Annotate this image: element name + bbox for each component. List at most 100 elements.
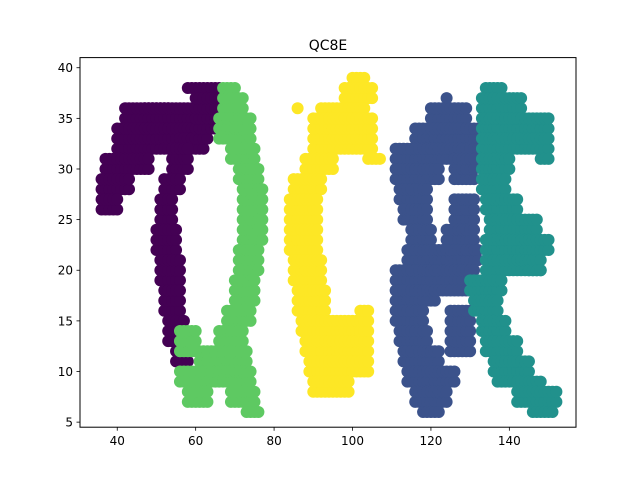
- data-point: [181, 142, 194, 155]
- data-point: [495, 81, 508, 94]
- data-point: [542, 122, 555, 135]
- data-point: [173, 264, 186, 277]
- data-point: [362, 325, 375, 337]
- data-point: [460, 112, 473, 125]
- data-point: [421, 213, 433, 226]
- data-point: [499, 173, 512, 186]
- data-point: [546, 406, 559, 419]
- y-tick-label: 10: [58, 365, 73, 379]
- data-point: [201, 132, 214, 145]
- data-point: [522, 365, 535, 378]
- data-point: [448, 375, 461, 388]
- data-point: [440, 395, 453, 408]
- data-point: [468, 223, 481, 236]
- data-point: [256, 223, 269, 236]
- data-point: [201, 385, 214, 398]
- data-point: [468, 213, 481, 226]
- data-point: [358, 71, 371, 84]
- data-point: [428, 294, 441, 307]
- data-point: [142, 162, 155, 175]
- data-point: [315, 254, 328, 267]
- data-point: [373, 152, 386, 165]
- data-point: [311, 243, 324, 256]
- y-tick-label: 15: [58, 314, 73, 328]
- data-point: [311, 233, 324, 246]
- data-point: [166, 193, 179, 206]
- series-4: [464, 81, 563, 419]
- data-point: [499, 325, 512, 337]
- data-point: [166, 213, 179, 226]
- data-point: [244, 314, 257, 327]
- data-point: [464, 314, 477, 327]
- x-axis: 40 60 80 100 120 140: [110, 427, 521, 448]
- data-point: [173, 294, 186, 307]
- data-point: [326, 152, 339, 165]
- data-point: [189, 335, 202, 348]
- data-point: [244, 122, 257, 135]
- data-point: [417, 314, 430, 327]
- data-point: [311, 213, 324, 226]
- data-point: [440, 385, 453, 398]
- data-point: [236, 102, 249, 115]
- data-point: [421, 325, 433, 337]
- data-point: [142, 152, 155, 165]
- data-point: [252, 173, 265, 186]
- data-point: [189, 345, 202, 358]
- data-point: [326, 162, 339, 175]
- data-point: [366, 142, 379, 155]
- data-point: [173, 173, 186, 186]
- data-point: [170, 243, 183, 256]
- axes-frame: [79, 57, 577, 428]
- data-point: [366, 122, 379, 135]
- x-tick-label: 100: [341, 434, 364, 448]
- data-point: [499, 183, 512, 196]
- x-tick-label: 80: [266, 434, 281, 448]
- data-point: [432, 406, 445, 419]
- data-point: [315, 274, 328, 287]
- data-point: [440, 92, 453, 105]
- data-point: [181, 355, 194, 368]
- data-point: [358, 102, 371, 115]
- data-point: [315, 183, 328, 196]
- data-point: [248, 152, 261, 165]
- data-point: [252, 162, 265, 175]
- data-point: [515, 102, 528, 115]
- data-point: [421, 203, 433, 216]
- y-tick-label: 5: [65, 416, 73, 430]
- y-tick-label: 35: [58, 112, 73, 126]
- data-point: [503, 162, 516, 175]
- data-point: [530, 223, 543, 236]
- data-point: [366, 112, 379, 125]
- data-point: [248, 274, 261, 287]
- series-2: [283, 71, 386, 398]
- x-tick-label: 60: [188, 434, 203, 448]
- series-3: [389, 92, 488, 419]
- data-point: [244, 304, 257, 317]
- data-point: [491, 294, 504, 307]
- data-point: [424, 223, 437, 236]
- data-point: [421, 193, 433, 206]
- data-point: [362, 345, 375, 358]
- data-point: [448, 365, 461, 378]
- data-point: [111, 203, 124, 216]
- data-point: [366, 81, 379, 94]
- data-point: [432, 162, 445, 175]
- data-point: [319, 304, 332, 317]
- data-point: [460, 102, 473, 115]
- data-point: [201, 395, 214, 408]
- data-point: [464, 325, 477, 337]
- data-point: [315, 173, 328, 186]
- data-point: [342, 375, 355, 388]
- x-tick-label: 120: [419, 434, 442, 448]
- data-point: [468, 264, 481, 277]
- data-point: [499, 314, 512, 327]
- data-point: [362, 314, 375, 327]
- data-point: [362, 304, 375, 317]
- data-point: [511, 345, 524, 358]
- data-point: [248, 142, 261, 155]
- data-point: [197, 142, 210, 155]
- data-point: [319, 284, 332, 297]
- data-point: [256, 233, 269, 246]
- data-point: [362, 335, 375, 348]
